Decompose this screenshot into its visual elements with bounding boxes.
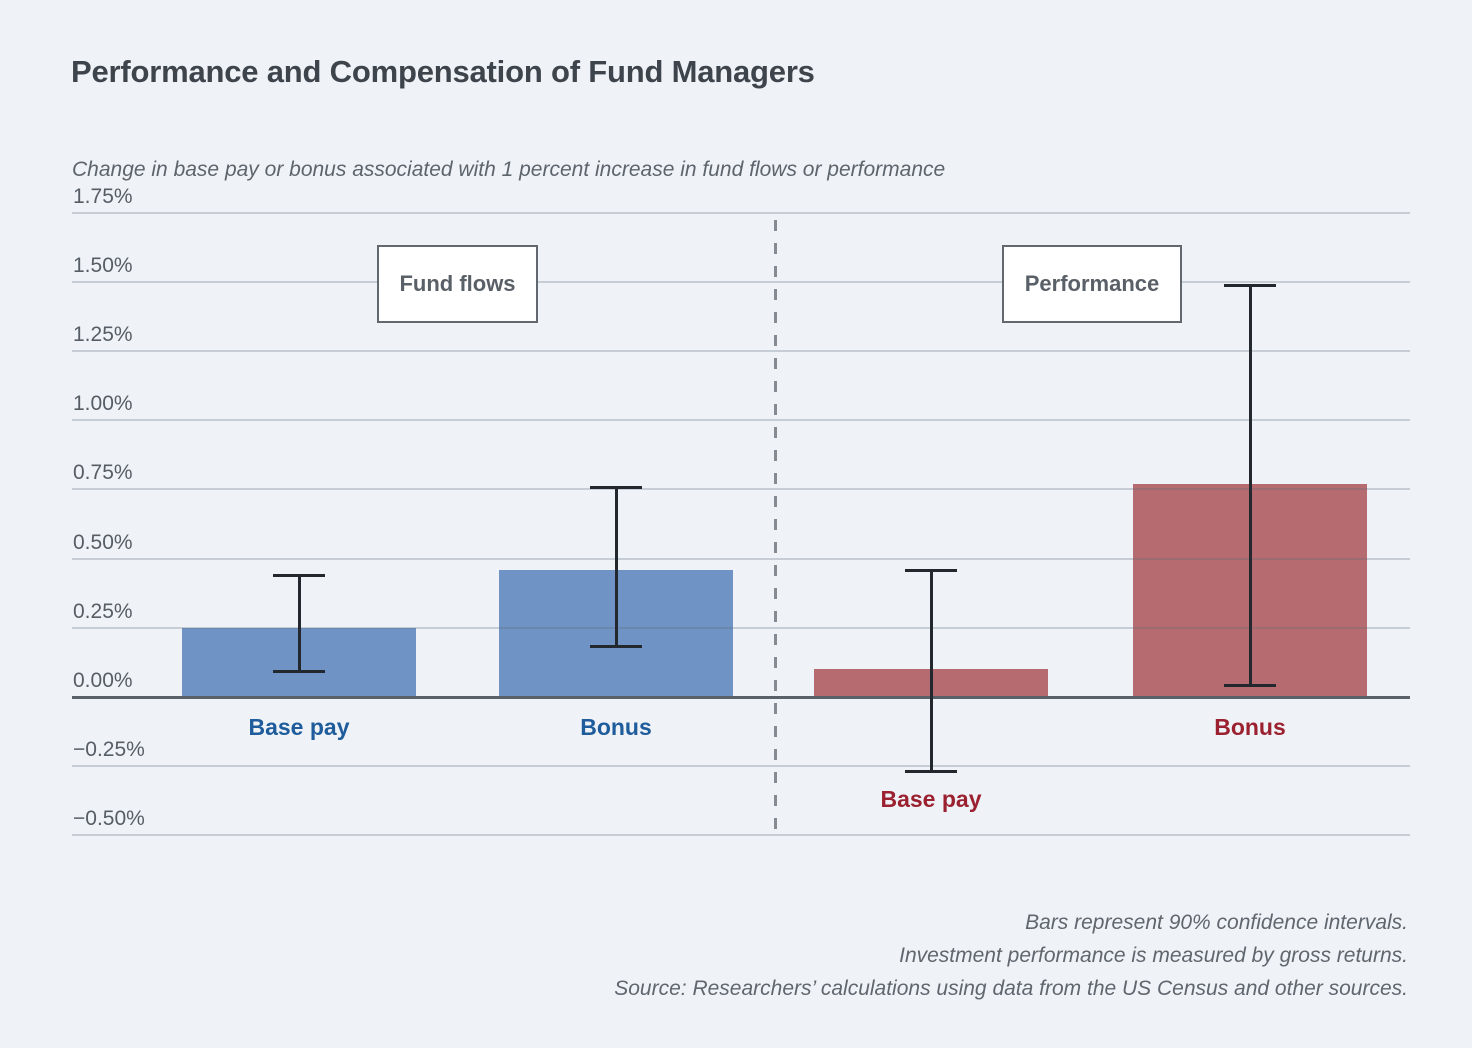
y-tick-label: −0.50% — [73, 807, 145, 831]
group-label-box-fund-flows: Fund flows — [377, 245, 538, 323]
category-label-performance-bonus: Bonus — [1214, 714, 1286, 740]
error-bar-performance-bonus — [1248, 284, 1252, 686]
error-bar-cap-bottom-performance-base-pay — [905, 769, 957, 773]
error-bar-fund-flows-base-pay — [297, 575, 301, 673]
x-axis-baseline — [72, 695, 1410, 699]
error-bar-cap-bottom-performance-bonus — [1224, 683, 1276, 687]
y-tick-label: 1.25% — [73, 323, 133, 346]
gridline — [72, 834, 1410, 837]
category-label-fund-flows-base-pay: Base pay — [248, 714, 350, 740]
y-tick-label: 0.00% — [73, 669, 133, 692]
footnote-performance-measure: Investment performance is measured by gr… — [899, 944, 1408, 967]
y-tick-label: 0.75% — [73, 461, 133, 485]
y-tick-label: 1.75% — [73, 184, 133, 208]
group-divider-dashed-line — [774, 220, 777, 833]
error-bar-fund-flows-bonus — [614, 486, 618, 648]
gridline — [72, 280, 1410, 283]
y-tick-label: 1.00% — [73, 392, 133, 416]
gridline — [72, 626, 1410, 629]
y-tick-label: 0.50% — [73, 530, 133, 554]
y-tick-label: 0.25% — [73, 599, 133, 623]
footnotes: Bars represent 90% confidence intervals.… — [614, 906, 1408, 1005]
gridline — [72, 765, 1410, 768]
category-label-performance-base-pay: Base pay — [880, 785, 982, 812]
error-bar-cap-top-fund-flows-bonus — [590, 485, 642, 489]
error-bar-cap-bottom-fund-flows-base-pay — [273, 670, 325, 674]
error-bar-cap-top-performance-base-pay — [905, 568, 957, 572]
error-bar-cap-top-fund-flows-base-pay — [273, 574, 325, 578]
gridline — [72, 211, 1410, 214]
group-label-box-performance: Performance — [1002, 245, 1182, 323]
footnote-source: Source: Researchers’ calculations using … — [614, 977, 1408, 1000]
gridline — [72, 419, 1410, 422]
error-bar-cap-top-performance-bonus — [1224, 283, 1276, 287]
gridline — [72, 557, 1410, 560]
gridline — [72, 350, 1410, 352]
chart-title: Performance and Compensation of Fund Man… — [71, 54, 815, 89]
y-tick-label: −0.25% — [73, 738, 145, 762]
category-label-fund-flows-bonus: Bonus — [580, 714, 652, 740]
gridline — [72, 488, 1410, 491]
error-bar-cap-bottom-fund-flows-bonus — [590, 645, 642, 649]
chart-subtitle: Change in base pay or bonus associated w… — [72, 158, 946, 181]
footnote-confidence-intervals: Bars represent 90% confidence intervals. — [1025, 911, 1408, 934]
y-tick-label: 1.50% — [73, 253, 133, 277]
error-bar-performance-base-pay — [929, 569, 933, 772]
